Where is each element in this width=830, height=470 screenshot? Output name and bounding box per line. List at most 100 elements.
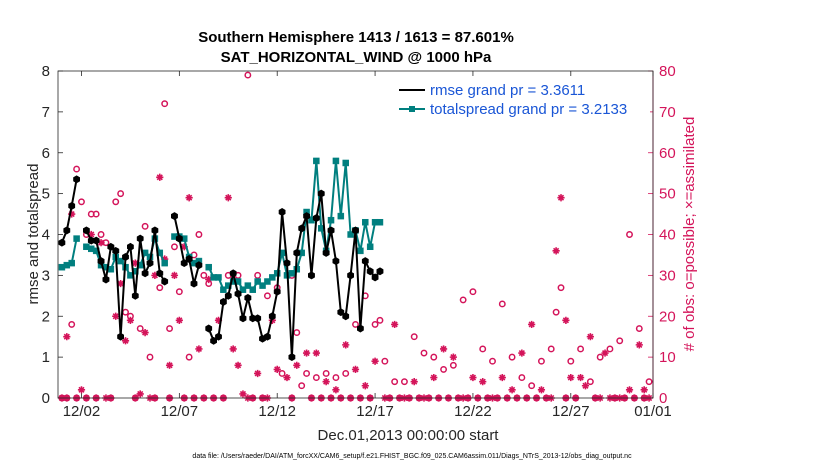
obs-assimilated-point	[479, 378, 487, 386]
obs-possible-point	[322, 370, 330, 377]
point-spread	[205, 263, 212, 271]
obs-possible-point	[635, 325, 643, 332]
obs-possible-point	[156, 284, 164, 292]
point-rmse	[376, 267, 384, 276]
y-tick-label: 0	[42, 390, 50, 407]
obs-possible-point	[68, 320, 76, 328]
point-spread	[117, 257, 124, 265]
point-rmse	[112, 246, 120, 255]
obs-possible-point	[117, 190, 125, 198]
x-tick-label: 12/27	[552, 403, 590, 420]
plot-frame	[57, 70, 654, 399]
point-rmse	[68, 201, 76, 210]
point-spread	[254, 278, 261, 285]
obs-possible-point	[200, 271, 208, 279]
point-rmse	[171, 212, 178, 221]
x-tick-label: 12/02	[63, 403, 101, 420]
obs-possible-point	[78, 198, 85, 206]
obs-possible-point	[440, 365, 448, 373]
obs-assimilated-point	[175, 316, 183, 324]
obs-possible-point	[112, 198, 120, 206]
point-rmse	[366, 267, 374, 276]
obs-possible-point	[278, 370, 286, 377]
x-tick-label: 12/22	[454, 403, 492, 420]
point-spread	[269, 274, 276, 281]
obs-possible-point	[263, 292, 271, 300]
point-rmse	[293, 248, 301, 257]
point-rmse	[122, 253, 129, 261]
obs-assimilated-point	[254, 369, 262, 378]
obs-possible-point	[332, 374, 340, 382]
point-spread	[239, 286, 247, 293]
y2-tick-label: 70	[659, 104, 676, 121]
obs-possible-point	[381, 357, 389, 365]
point-rmse	[332, 257, 340, 266]
obs-assimilated-point	[195, 345, 203, 353]
obs-possible-point	[161, 100, 169, 108]
point-rmse	[151, 226, 159, 235]
obs-possible-point	[430, 353, 438, 361]
obs-assimilated-point	[601, 349, 609, 357]
obs-assimilated-point	[229, 345, 237, 353]
point-rmse	[97, 257, 105, 266]
obs-assimilated-point	[205, 275, 213, 284]
obs-possible-point	[616, 337, 624, 345]
obs-assimilated-point	[342, 341, 350, 349]
obs-assimilated-point	[430, 373, 438, 382]
point-rmse	[117, 332, 124, 341]
legend: rmse grand pr = 3.3611 totalspread grand…	[394, 77, 650, 122]
obs-possible-point	[136, 325, 144, 332]
obs-assimilated-point	[165, 361, 174, 369]
obs-assimilated-point	[161, 255, 169, 263]
obs-assimilated-point	[351, 365, 360, 373]
obs-possible-point	[489, 357, 496, 365]
legend-label-rmse: rmse grand pr = 3.3611	[430, 82, 585, 99]
y2-tick-label: 40	[659, 227, 676, 244]
point-rmse	[131, 291, 139, 300]
obs-possible-point	[166, 325, 174, 332]
obs-assimilated-point	[322, 378, 330, 386]
obs-assimilated-point	[332, 386, 340, 394]
point-rmse	[347, 271, 355, 280]
point-rmse	[239, 314, 247, 323]
obs-assimilated-point	[131, 259, 139, 267]
point-spread	[264, 278, 271, 285]
point-rmse	[371, 273, 379, 282]
obs-assimilated-point	[121, 337, 130, 345]
point-rmse	[254, 314, 262, 323]
obs-assimilated-point	[283, 373, 291, 382]
obs-possible-point	[195, 231, 203, 238]
obs-possible-point	[376, 316, 384, 324]
y-tick-label: 5	[42, 186, 50, 203]
y-tick-label: 2	[42, 308, 50, 325]
point-rmse	[273, 287, 281, 296]
y-tick-label: 8	[42, 63, 50, 80]
obs-assimilated-point	[151, 271, 159, 279]
point-rmse	[156, 269, 164, 278]
obs-assimilated-point	[410, 378, 418, 386]
obs-possible-point	[391, 378, 399, 386]
point-rmse	[322, 248, 330, 257]
obs-assimilated-point	[537, 386, 546, 394]
footnote: data file: /Users/raeder/DAI/ATM_forcXX/…	[192, 453, 632, 460]
point-rmse	[268, 312, 276, 321]
obs-possible-point	[298, 382, 306, 390]
obs-assimilated-point	[117, 279, 125, 288]
point-spread	[366, 243, 374, 251]
point-spread	[376, 218, 384, 226]
point-rmse	[312, 214, 320, 223]
y2-tick-label: 30	[659, 267, 676, 284]
obs-possible-point	[552, 308, 560, 316]
y2-tick-label: 50	[659, 186, 676, 203]
x-axis-label: Dec.01,2013 00:00:00 start	[318, 427, 500, 444]
obs-assimilated-point	[77, 386, 86, 394]
point-spread	[249, 286, 256, 293]
point-spread	[313, 157, 320, 165]
point-rmse	[288, 353, 296, 362]
point-rmse	[317, 189, 325, 198]
point-rmse	[141, 269, 149, 278]
obs-possible-point	[175, 288, 183, 296]
obs-possible-point	[171, 243, 178, 251]
point-rmse	[175, 234, 183, 243]
point-spread	[259, 282, 266, 289]
